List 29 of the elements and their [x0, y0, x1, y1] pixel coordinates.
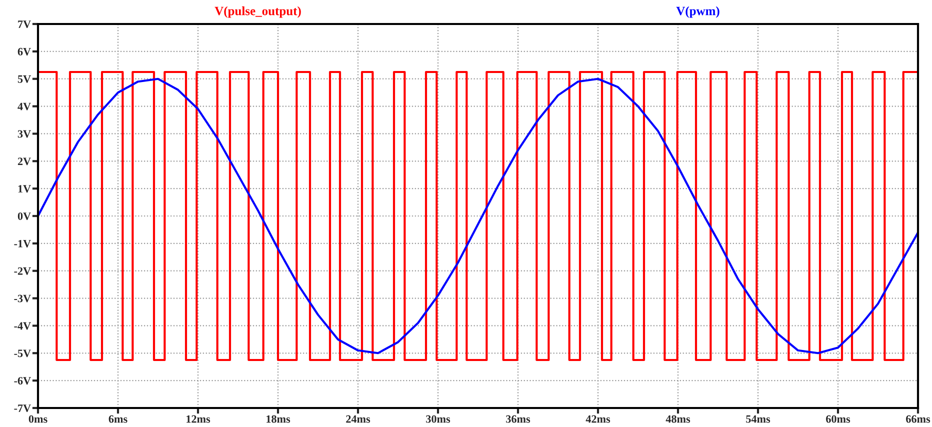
x-tick-label: 6ms	[108, 415, 128, 423]
x-tick-label: 60ms	[826, 415, 850, 423]
text: V(pwm)	[676, 6, 720, 18]
y-tick-label: 1V	[18, 185, 31, 193]
y-tick-label: -3V	[14, 294, 31, 302]
y-tick-label: -5V	[14, 350, 31, 358]
y-tick-label: 0V	[18, 212, 31, 220]
x-tick-label: 36ms	[506, 415, 530, 423]
text: V(pulse_output)	[214, 6, 301, 18]
x-tick-label: 30ms	[426, 415, 450, 423]
x-tick-label: 42ms	[586, 415, 610, 423]
x-tick-label: 24ms	[346, 415, 370, 423]
y-tick-label: -6V	[14, 377, 31, 385]
y-tick-label: 2V	[18, 158, 31, 166]
y-tick-label: 5V	[18, 75, 31, 83]
x-tick-label: 0ms	[28, 415, 48, 423]
y-tick-label: 4V	[18, 102, 31, 110]
x-tick-label: 54ms	[746, 415, 770, 423]
y-tick-label: 6V	[18, 48, 31, 56]
x-tick-label: 18ms	[266, 415, 290, 423]
y-tick-label: -1V	[14, 240, 31, 248]
y-tick-label: -2V	[14, 267, 31, 275]
x-tick-label: 66ms	[906, 415, 930, 423]
x-tick-label: 48ms	[666, 415, 690, 423]
y-tick-label: 7V	[18, 20, 31, 28]
y-tick-label: 3V	[18, 130, 31, 138]
y-tick-label: -4V	[14, 322, 31, 330]
x-tick-label: 12ms	[186, 415, 210, 423]
y-tick-label: -7V	[14, 404, 31, 412]
